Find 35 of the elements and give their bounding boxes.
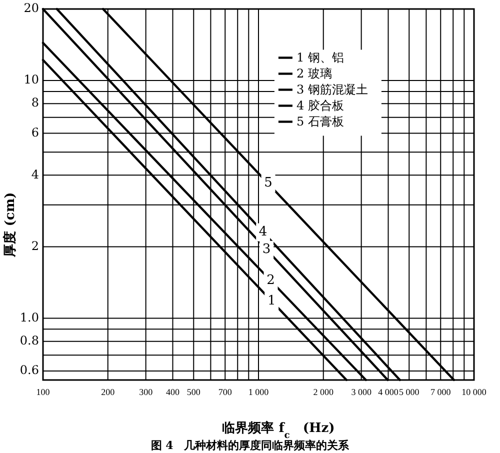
x-tick-label: 400 bbox=[166, 387, 180, 397]
y-tick-label: 0.8 bbox=[20, 333, 39, 348]
y-tick-label: 2 bbox=[31, 238, 39, 253]
x-tick-label: 4 000 bbox=[378, 387, 399, 397]
annotation: 2 bbox=[266, 273, 275, 288]
annotation: 5 bbox=[264, 176, 272, 191]
y-axis-title: 厚度 (cm) bbox=[2, 192, 18, 258]
y-tick-label: 20 bbox=[24, 1, 39, 16]
x-tick-label: 3 000 bbox=[351, 387, 372, 397]
annotation: 1 bbox=[267, 294, 276, 309]
annotation: 4 bbox=[258, 224, 268, 240]
x-tick-label: 700 bbox=[218, 387, 232, 397]
legend-label: 1 钢、铝 bbox=[296, 50, 344, 65]
text: 图 4 几种材料的厚度同临界频率的关系 bbox=[150, 439, 350, 452]
x-tick-label: 300 bbox=[139, 387, 154, 397]
x-tick-label: 500 bbox=[186, 387, 201, 397]
legend-label: 5 石膏板 bbox=[296, 114, 344, 129]
y-tick-label: 1.0 bbox=[20, 310, 39, 324]
y-tick-label: 10 bbox=[24, 72, 39, 87]
y-tick-label: 0.6 bbox=[20, 363, 39, 378]
y-tick-label: 6 bbox=[31, 125, 39, 140]
x-tick-label: 200 bbox=[101, 387, 116, 397]
legend-label: 4 胶合板 bbox=[296, 98, 344, 113]
legend-label: 2 玻璃 bbox=[296, 66, 332, 81]
text: 临界频率 f$_{c}$ (Hz) bbox=[222, 421, 335, 440]
x-tick-label: 2 000 bbox=[313, 387, 334, 397]
y-tick-label: 4 bbox=[31, 167, 40, 182]
y-tick-label: 8 bbox=[31, 96, 39, 110]
legend-label: 3 钢筋混凝土 bbox=[296, 82, 368, 97]
annotation: 3 bbox=[262, 242, 271, 258]
x-tick-label: 100 bbox=[36, 387, 50, 397]
x-tick-label: 10 000 bbox=[462, 387, 487, 397]
x-tick-label: 1 000 bbox=[248, 387, 270, 397]
x-tick-label: 5 000 bbox=[399, 387, 420, 397]
x-tick-label: 7 000 bbox=[430, 387, 452, 397]
